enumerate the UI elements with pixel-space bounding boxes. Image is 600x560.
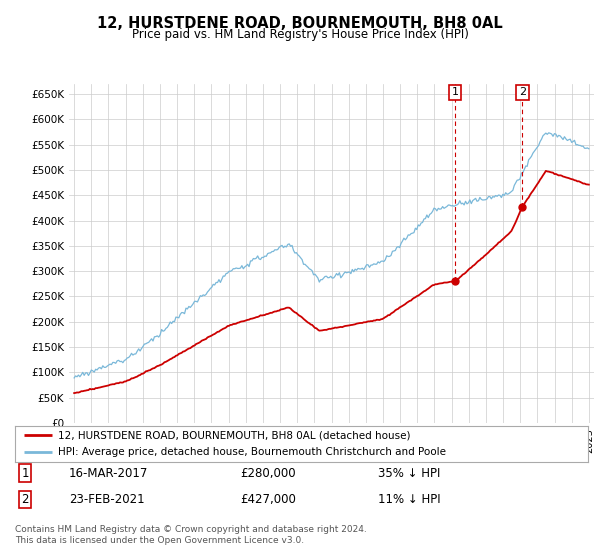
- Text: 11% ↓ HPI: 11% ↓ HPI: [378, 493, 440, 506]
- Text: Price paid vs. HM Land Registry's House Price Index (HPI): Price paid vs. HM Land Registry's House …: [131, 28, 469, 41]
- Text: 16-MAR-2017: 16-MAR-2017: [69, 466, 148, 480]
- Text: Contains HM Land Registry data © Crown copyright and database right 2024.
This d: Contains HM Land Registry data © Crown c…: [15, 525, 367, 545]
- Text: 1: 1: [452, 87, 459, 97]
- Text: 35% ↓ HPI: 35% ↓ HPI: [378, 466, 440, 480]
- Text: HPI: Average price, detached house, Bournemouth Christchurch and Poole: HPI: Average price, detached house, Bour…: [58, 447, 446, 457]
- Text: 12, HURSTDENE ROAD, BOURNEMOUTH, BH8 0AL (detached house): 12, HURSTDENE ROAD, BOURNEMOUTH, BH8 0AL…: [58, 431, 410, 440]
- Text: 1: 1: [22, 466, 29, 480]
- Text: 23-FEB-2021: 23-FEB-2021: [69, 493, 145, 506]
- Text: £427,000: £427,000: [240, 493, 296, 506]
- Text: 12, HURSTDENE ROAD, BOURNEMOUTH, BH8 0AL: 12, HURSTDENE ROAD, BOURNEMOUTH, BH8 0AL: [97, 16, 503, 31]
- Text: £280,000: £280,000: [240, 466, 296, 480]
- Text: 2: 2: [22, 493, 29, 506]
- Text: 2: 2: [519, 87, 526, 97]
